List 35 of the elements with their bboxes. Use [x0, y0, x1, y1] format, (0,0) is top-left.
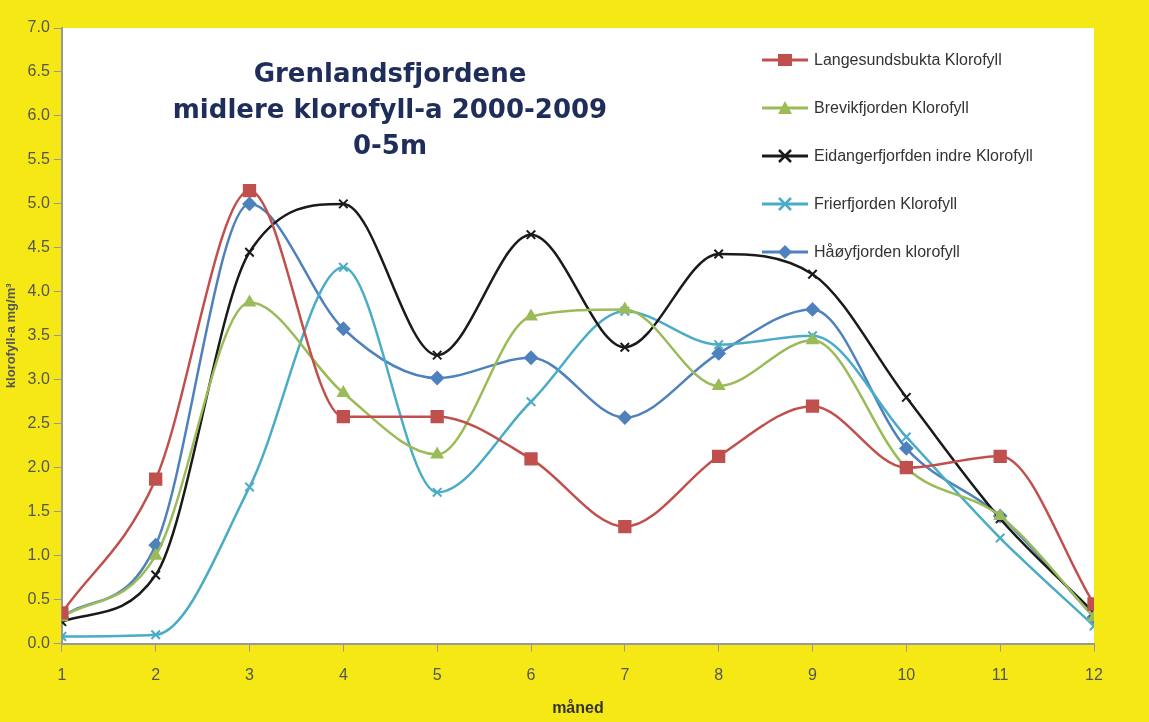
x-tick-label: 3 [245, 665, 255, 683]
y-tick-label: 5.5 [27, 150, 50, 168]
x-tick-label: 1 [57, 665, 67, 683]
legend-label: Eidangerfjorfden indre Klorofyll [814, 147, 1033, 165]
legend-label: Brevikfjorden Klorofyll [814, 99, 969, 117]
y-tick-label: 2.5 [27, 414, 50, 432]
x-axis-title: måned [552, 698, 604, 716]
x-tick-label: 12 [1085, 665, 1103, 683]
y-tick-label: 2.0 [27, 458, 50, 476]
x-tick-label: 10 [897, 665, 916, 683]
y-tick-label: 6.5 [27, 62, 50, 80]
y-tick-label: 6.0 [27, 106, 50, 124]
y-tick-label: 0.0 [27, 634, 50, 652]
y-tick-label: 7.0 [27, 18, 50, 36]
legend-label: Frierfjorden Klorofyll [814, 195, 958, 213]
y-tick-label: 0.5 [27, 590, 50, 608]
x-tick-label: 9 [808, 665, 818, 683]
y-tick-label: 4.0 [27, 282, 50, 300]
y-tick-label: 4.5 [27, 238, 50, 256]
y-tick-label: 3.0 [27, 370, 50, 388]
text: Grenlandsfjordene midlere klorofyll-a 2000-2009 0-5m [171, 57, 609, 162]
y-tick-label: 5.0 [27, 194, 50, 212]
y-tick-label: 1.5 [27, 502, 50, 520]
y-tick-label: 1.0 [27, 546, 50, 564]
x-tick-label: 2 [151, 665, 161, 683]
y-axis-title: klorofyll-a mg/m³ [3, 282, 19, 389]
legend-label: Langesundsbukta Klorofyll [814, 51, 1002, 69]
y-tick-label: 3.5 [27, 326, 50, 344]
x-tick-label: 5 [432, 665, 442, 683]
x-tick-label: 8 [714, 665, 724, 683]
x-tick-label: 7 [620, 665, 630, 683]
legend-label: Håøyfjorden klorofyll [814, 243, 960, 261]
x-tick-label: 11 [991, 665, 1009, 683]
x-tick-label: 4 [338, 665, 348, 683]
x-tick-label: 6 [526, 665, 536, 683]
